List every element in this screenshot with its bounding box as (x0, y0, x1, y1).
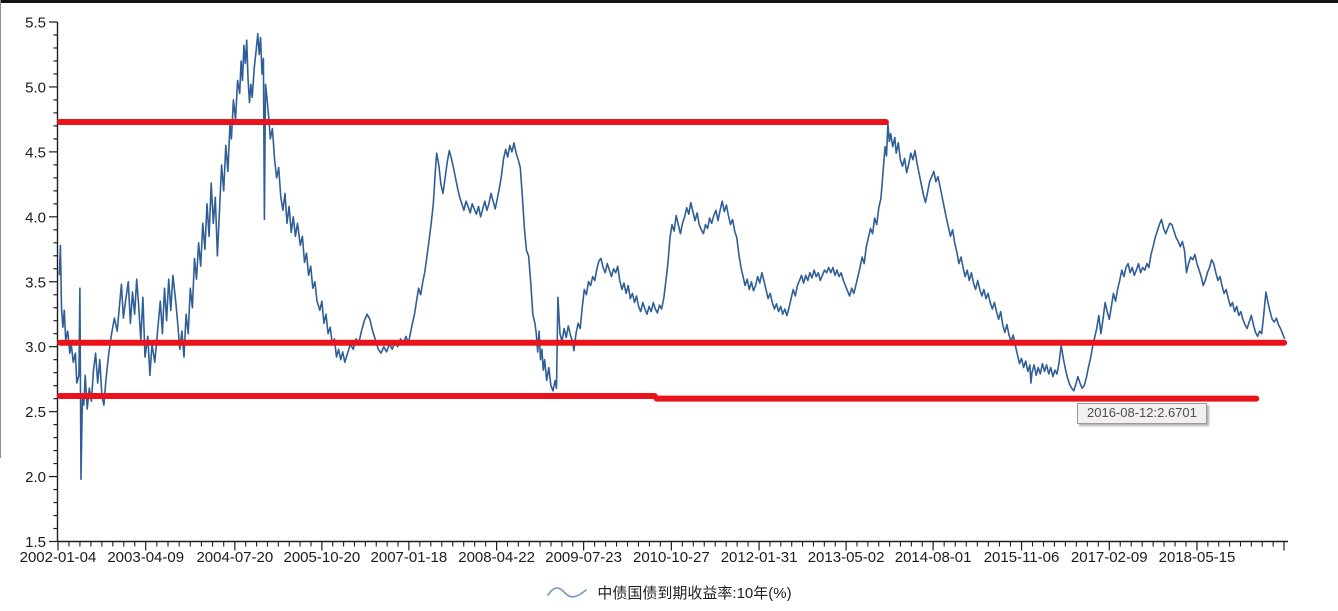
y-axis-label: 5.0 (25, 79, 46, 96)
x-axis-label: 2014-08-01 (895, 549, 972, 566)
x-axis-label: 2010-10-27 (633, 549, 710, 566)
chart-tooltip: 2016-08-12:2.6701 (1077, 403, 1207, 424)
tooltip-text: 2016-08-12:2.6701 (1087, 405, 1197, 420)
x-axis-label: 2008-04-22 (458, 549, 535, 566)
legend-label: 中债国债到期收益率:10年(%) (597, 584, 792, 602)
line-series-icon (547, 587, 588, 598)
y-axis-label: 4.5 (25, 144, 46, 161)
x-axis-label: 2007-01-18 (371, 549, 448, 566)
y-axis-label: 3.5 (25, 274, 46, 291)
y-axis-label: 3.0 (25, 339, 46, 356)
y-axis-label: 2.0 (25, 469, 46, 486)
y-axis-label: 2.5 (25, 404, 46, 421)
x-axis-label: 2012-01-31 (721, 549, 798, 566)
window-left-edge (0, 0, 1, 458)
x-axis-label: 2013-05-02 (808, 549, 885, 566)
window-top-edge (0, 0, 1338, 3)
y-axis-label: 5.5 (25, 15, 46, 32)
x-axis-label: 2003-04-09 (107, 549, 184, 566)
y-axis-label: 4.0 (25, 209, 46, 226)
x-axis-label: 2017-02-09 (1071, 549, 1148, 566)
x-axis-label: 2009-07-23 (545, 549, 622, 566)
series-line-10y-yield[interactable] (58, 32, 1286, 481)
x-axis-label: 2018-05-15 (1159, 549, 1236, 566)
x-axis-label: 2005-10-20 (283, 549, 360, 566)
chart-legend[interactable]: 中债国债到期收益率:10年(%) (0, 579, 1338, 605)
x-axis-label: 2002-01-04 (20, 549, 97, 566)
x-axis-label: 2015-11-06 (984, 549, 1060, 566)
y-axis-label: 1.5 (25, 534, 46, 551)
x-axis-label: 2004-07-20 (196, 549, 273, 566)
